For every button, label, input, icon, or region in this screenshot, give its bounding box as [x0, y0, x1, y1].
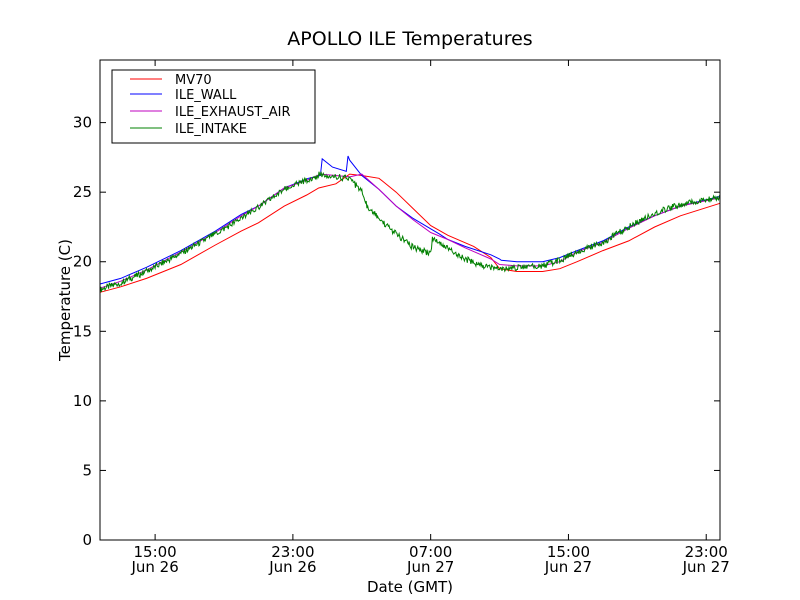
x-tick-label-date: Jun 26 — [268, 558, 316, 576]
series-layer — [99, 155, 721, 293]
x-tick-label-time: 23:00 — [271, 543, 314, 561]
y-tick-label: 10 — [73, 392, 92, 410]
y-tick-label: 30 — [73, 114, 92, 132]
x-tick-label-date: Jun 27 — [682, 558, 730, 576]
y-tick-label: 0 — [82, 531, 92, 549]
y-tick-label: 5 — [82, 461, 92, 479]
y-tick-label: 20 — [73, 253, 92, 271]
chart-title: APOLLO ILE Temperatures — [287, 28, 532, 50]
legend-label-ile-wall: ILE_WALL — [175, 88, 237, 103]
legend-label-ile-exhaust-air: ILE_EXHAUST_AIR — [175, 105, 291, 120]
legend-label-mv70: MV70 — [175, 73, 212, 88]
series-line-mv70 — [99, 173, 721, 293]
legend: MV70 ILE_WALL ILE_EXHAUST_AIR ILE_INTAKE — [111, 69, 316, 144]
x-tick-label-time: 07:00 — [409, 543, 452, 561]
y-axis-label: Temperature (C) — [56, 239, 74, 362]
series-line-ile-intake — [99, 171, 721, 293]
y-tick-label: 25 — [73, 183, 92, 201]
x-tick-label-date: Jun 26 — [130, 558, 178, 576]
y-tick-label: 15 — [73, 322, 92, 340]
legend-label-ile-intake: ILE_INTAKE — [175, 122, 247, 137]
x-tick-label-date: Jun 27 — [544, 558, 592, 576]
x-tick-label-time: 23:00 — [685, 543, 728, 561]
plot-frame — [99, 59, 721, 541]
x-tick-label-date: Jun 27 — [406, 558, 454, 576]
x-tick-label-time: 15:00 — [547, 543, 590, 561]
legend-box — [111, 69, 316, 144]
x-axis-label: Date (GMT) — [367, 578, 453, 596]
x-tick-label-time: 15:00 — [133, 543, 176, 561]
